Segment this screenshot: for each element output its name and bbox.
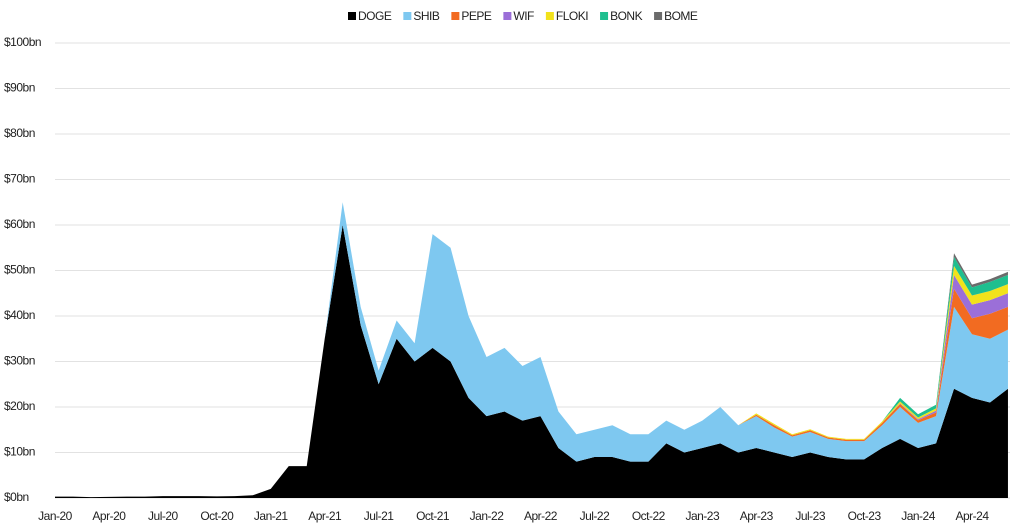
x-tick-label: Apr-24 [955,509,989,523]
x-tick-label: Jan-20 [38,509,73,523]
grid [55,42,1010,499]
y-tick-label: $70bn [4,172,35,186]
legend-label: WIF [513,9,534,23]
legend-label: DOGE [358,9,392,23]
x-tick-label: Oct-22 [632,509,666,523]
x-tick-label: Apr-22 [524,509,558,523]
area [55,202,1008,498]
x-tick-label: Jan-24 [901,509,936,523]
x-tick-label: Jul-21 [364,509,395,523]
legend-swatch [348,12,356,20]
x-tick-label: Jan-22 [470,509,505,523]
y-tick-label: $80bn [4,126,35,140]
legend-swatch [654,12,663,20]
legend-label: BONK [610,9,643,23]
legend-label: PEPE [461,9,492,23]
x-tick-label: Oct-20 [200,509,234,523]
x-tick-label: Jul-23 [795,509,826,523]
y-tick-label: $90bn [4,81,35,95]
y-tick-label: $40bn [4,308,35,322]
y-tick-label: $100bn [4,35,41,49]
x-tick-label: Oct-21 [416,509,450,523]
legend-label: FLOKI [556,9,588,23]
x-tick-label: Jul-20 [148,509,179,523]
y-tick-label: $50bn [4,263,35,277]
y-tick-label: $20bn [4,399,35,413]
legend-swatch [451,12,460,20]
x-tick-label: Apr-20 [92,509,126,523]
legend-label: SHIB [413,9,440,23]
x-tick-label: Jan-23 [685,509,720,523]
x-tick-label: Oct-23 [848,509,882,523]
legend-swatch [600,12,609,20]
y-tick-label: $60bn [4,217,35,231]
legend-swatch [503,12,512,20]
x-tick-label: Jan-21 [254,509,289,523]
legend-swatch [545,12,554,20]
x-tick-label: Apr-23 [740,509,774,523]
x-tick-label: Jul-22 [580,509,611,523]
legend-swatch [403,12,412,20]
area [55,225,1008,498]
legend-label: BOME [664,9,698,23]
y-tick-label: $30bn [4,354,35,368]
areas [55,202,1008,498]
x-tick-label: Apr-21 [308,509,342,523]
y-tick-label: $10bn [4,445,35,459]
y-tick-label: $0bn [4,490,29,504]
